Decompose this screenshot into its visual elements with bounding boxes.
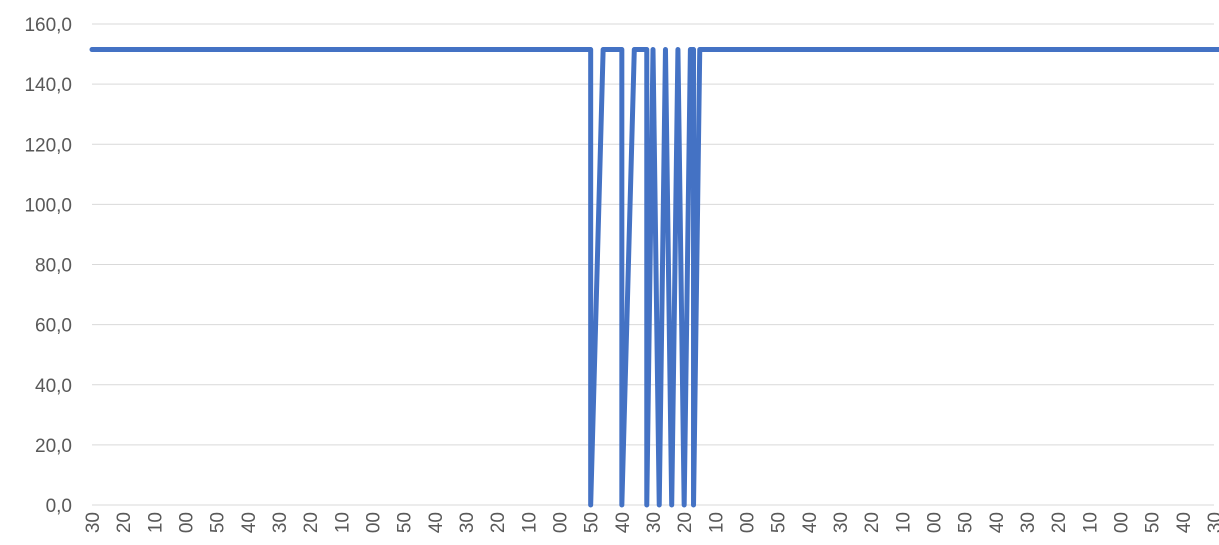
y-tick-label: 80,0 bbox=[35, 256, 72, 277]
x-tick-label: 00 bbox=[738, 512, 759, 533]
x-tick-label: 40 bbox=[239, 512, 260, 533]
x-tick-label: 40 bbox=[613, 512, 634, 533]
x-axis-ticks: 30 20 10 00 50 40 30 20 10 00 50 40 30 20 10 00 50 40 30 20… bbox=[83, 512, 1219, 533]
x-tick-label: 00 bbox=[364, 512, 385, 533]
y-axis-ticks: 0,0 20,0 40,0 60,0 80,0 100,0 120,0 140,0 160,0 bbox=[24, 15, 72, 517]
x-tick-label: 10 bbox=[519, 512, 540, 533]
series-layer bbox=[89, 47, 1219, 508]
x-tick-label: 00 bbox=[925, 512, 946, 533]
x-tick-label: 20 bbox=[1049, 512, 1070, 533]
x-tick-label: 10 bbox=[145, 512, 166, 533]
x-tick-label: 50 bbox=[208, 512, 229, 533]
x-tick-label: 20 bbox=[488, 512, 509, 533]
y-tick-label: 100,0 bbox=[24, 195, 72, 216]
x-tick-label: 30 bbox=[83, 512, 104, 533]
y-tick-label: 0,0 bbox=[46, 496, 72, 517]
x-tick-label: 30 bbox=[1205, 512, 1219, 533]
x-tick-label: 30 bbox=[1018, 512, 1039, 533]
series-line-0 bbox=[89, 47, 1219, 508]
x-tick-label: 50 bbox=[395, 512, 416, 533]
y-tick-label: 60,0 bbox=[35, 316, 72, 337]
x-tick-label: 00 bbox=[1112, 512, 1133, 533]
x-tick-label: 40 bbox=[426, 512, 447, 533]
x-tick-label: 30 bbox=[457, 512, 478, 533]
x-tick-label: 50 bbox=[956, 512, 977, 533]
y-tick-label: 140,0 bbox=[24, 75, 72, 96]
x-tick-label: 40 bbox=[987, 512, 1008, 533]
x-tick-label: 10 bbox=[332, 512, 353, 533]
y-tick-label: 40,0 bbox=[35, 376, 72, 397]
x-tick-label: 00 bbox=[551, 512, 572, 533]
y-tick-label: 20,0 bbox=[35, 436, 72, 457]
y-tick-label: 160,0 bbox=[24, 15, 72, 36]
y-tick-label: 120,0 bbox=[24, 135, 72, 156]
x-tick-label: 40 bbox=[800, 512, 821, 533]
x-tick-label: 20 bbox=[675, 512, 696, 533]
x-tick-label: 40 bbox=[1174, 512, 1195, 533]
x-tick-label: 20 bbox=[301, 512, 322, 533]
x-tick-label: 30 bbox=[831, 512, 852, 533]
x-tick-label: 20 bbox=[114, 512, 135, 533]
x-tick-label: 30 bbox=[270, 512, 291, 533]
x-tick-label: 50 bbox=[769, 512, 790, 533]
x-tick-label: 10 bbox=[1080, 512, 1101, 533]
x-tick-label: 00 bbox=[177, 512, 198, 533]
x-tick-label: 20 bbox=[862, 512, 883, 533]
x-tick-label: 10 bbox=[706, 512, 727, 533]
x-tick-label: 50 bbox=[582, 512, 603, 533]
x-tick-label: 50 bbox=[1143, 512, 1164, 533]
x-tick-label: 30 bbox=[644, 512, 665, 533]
x-tick-label: 10 bbox=[893, 512, 914, 533]
